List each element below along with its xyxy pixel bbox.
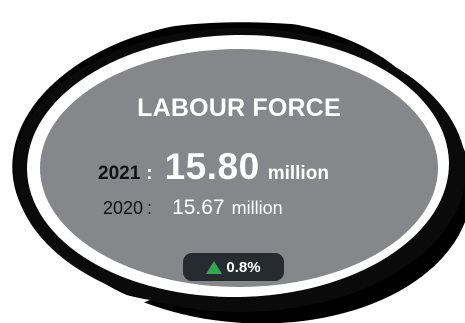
previous-unit: million <box>231 198 283 218</box>
current-year-row: 2021 : 15.80 million <box>98 146 329 188</box>
current-unit: million <box>267 163 329 184</box>
change-badge: 0.8% <box>183 253 284 281</box>
previous-year-row: 2020 : 15.67 million <box>103 196 283 220</box>
current-value: 15.80 <box>164 146 260 187</box>
card-title: LABOUR FORCE <box>137 94 341 122</box>
previous-separator: : <box>147 198 153 218</box>
current-year: 2021 <box>98 163 141 184</box>
current-separator: : <box>146 163 153 184</box>
previous-value: 15.67 <box>172 196 225 219</box>
triangle-up-icon <box>206 260 223 274</box>
previous-year: 2020 <box>103 198 144 218</box>
card-background <box>40 49 438 287</box>
change-percentage: 0.8% <box>226 258 261 276</box>
